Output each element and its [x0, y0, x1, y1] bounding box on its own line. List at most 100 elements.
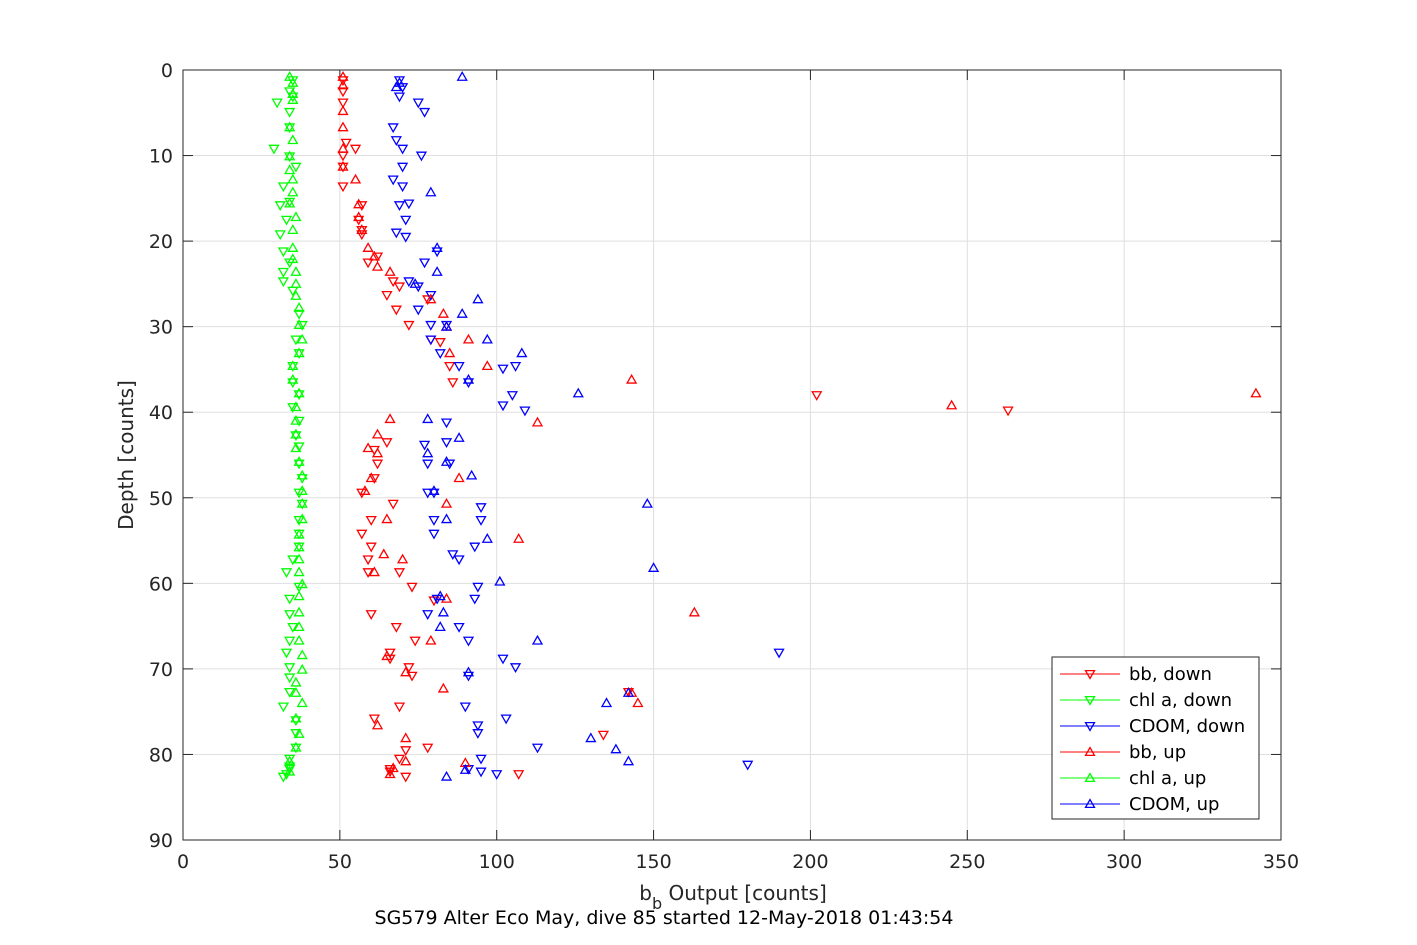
y-tick-label: 70: [149, 659, 173, 681]
data-point-chl-a-down: [290, 716, 302, 727]
data-point-bb-down: [390, 305, 402, 316]
data-point-cdom-down: [422, 610, 434, 620]
x-tick-label: 350: [1263, 851, 1299, 873]
data-point-cdom-up: [437, 606, 450, 617]
data-point-chl-a-up: [284, 755, 296, 766]
legend-entry-chl-a-up: chl a, up: [1060, 768, 1206, 789]
y-tick-label: 40: [149, 402, 173, 424]
data-point-chl-a-up: [284, 71, 296, 81]
series-chl-a-up: [284, 71, 308, 776]
data-point-chl-a-down: [284, 673, 296, 684]
data-point-chl-a-up: [287, 77, 299, 87]
data-point-bb-down: [371, 459, 384, 470]
data-point-cdom-down: [475, 767, 487, 778]
y-tick-label: 60: [149, 573, 173, 595]
data-point-cdom-down: [390, 228, 402, 239]
data-point-chl-a-up: [287, 253, 299, 264]
data-point-cdom-down: [497, 401, 509, 412]
data-point-cdom-up: [462, 666, 475, 677]
data-point-bb-down: [393, 568, 406, 579]
data-point-cdom-up: [610, 743, 622, 754]
x-axis-label: bb Output [counts]: [639, 881, 827, 913]
data-point-chl-a-down: [268, 144, 280, 155]
data-point-chl-a-down: [274, 230, 286, 241]
data-point-chl-a-up: [296, 697, 308, 708]
data-point-chl-a-down: [277, 267, 290, 278]
data-point-cdom-up: [572, 387, 584, 398]
data-point-cdom-up: [428, 485, 440, 495]
data-point-bb-up: [1250, 387, 1262, 398]
data-point-chl-a-up: [290, 266, 302, 276]
data-point-chl-a-down: [277, 277, 290, 288]
data-point-chl-a-down: [290, 431, 302, 442]
data-point-cdom-down: [428, 488, 440, 499]
data-point-bb-down: [393, 754, 406, 765]
data-point-cdom-up: [390, 81, 402, 92]
data-point-bb-down: [356, 201, 368, 211]
data-point-bb-down: [403, 663, 415, 673]
x-tick-label: 150: [635, 851, 671, 873]
data-point-chl-a-up: [290, 442, 302, 453]
data-point-cdom-down: [453, 622, 465, 633]
data-point-cdom-down: [428, 515, 440, 526]
data-point-cdom-up: [422, 413, 434, 424]
legend-entry-cdom-up: CDOM, up: [1060, 794, 1219, 815]
data-point-chl-a-up: [293, 319, 305, 329]
data-point-chl-a-up: [293, 728, 305, 738]
data-point-chl-a-up: [284, 121, 296, 132]
data-point-bb-down: [368, 474, 380, 484]
axis-ticks: 0 50 100 150 200 250 300 350 0 10 20 30 40 50 60 70 80 90: [149, 60, 1299, 873]
data-point-chl-a-up: [293, 606, 305, 617]
data-point-cdom-down: [491, 770, 503, 780]
data-point-chl-a-up: [287, 224, 299, 235]
data-point-chl-a-down: [293, 459, 305, 470]
data-point-cdom-down: [418, 440, 431, 451]
data-point-bb-up: [365, 472, 377, 483]
data-point-bb-down: [365, 515, 377, 526]
data-point-chl-a-up: [290, 676, 302, 687]
data-point-bb-down: [400, 746, 412, 756]
data-point-bb-down: [365, 542, 377, 553]
data-point-bb-down: [387, 499, 399, 510]
data-point-chl-a-up: [296, 649, 308, 660]
data-point-cdom-down: [472, 582, 484, 593]
legend-entry-cdom-down: CDOM, down: [1060, 716, 1245, 737]
data-point-bb-up: [337, 142, 349, 153]
data-point-cdom-down: [400, 232, 412, 243]
legend-box: [1051, 656, 1260, 820]
data-point-chl-a-down: [287, 555, 299, 566]
data-point-cdom-down: [453, 361, 465, 372]
data-point-cdom-down: [403, 277, 415, 288]
data-point-cdom-up: [440, 513, 453, 524]
data-point-chl-a-down: [277, 702, 290, 713]
x-axis-label-main: b: [639, 881, 652, 905]
data-point-chl-a-up: [293, 566, 305, 577]
data-point-chl-a-down: [284, 764, 296, 775]
series-cdom-up: [390, 71, 660, 781]
data-point-bb-up: [437, 308, 450, 318]
data-point-chl-a-down: [293, 442, 305, 453]
data-point-chl-a-up: [293, 634, 305, 645]
data-point-bb-down: [1002, 406, 1014, 417]
data-point-chl-a-up: [287, 360, 299, 371]
data-point-bb-down: [365, 610, 377, 620]
data-point-bb-up: [356, 224, 368, 235]
data-point-chl-a-down: [290, 162, 302, 173]
data-point-cdom-down: [475, 754, 487, 765]
data-point-cdom-up: [481, 333, 493, 344]
data-point-chl-a-down: [284, 663, 296, 673]
data-point-chl-a-down: [284, 594, 296, 605]
y-tick-label: 20: [149, 231, 173, 253]
data-point-cdom-down: [393, 92, 406, 103]
data-point-chl-a-up: [296, 333, 308, 344]
data-point-bb-down: [393, 282, 406, 293]
y-tick-label: 0: [161, 60, 173, 82]
data-markers: [268, 71, 1262, 783]
chart-title: SG579 Alter Eco May, dive 85 started 12-…: [375, 907, 954, 929]
data-point-bb-up: [371, 447, 384, 458]
legend-marker: [1084, 798, 1096, 809]
legend-label: CDOM, up: [1129, 794, 1219, 815]
data-point-chl-a-up: [296, 497, 308, 508]
data-point-cdom-up: [481, 533, 493, 543]
data-point-bb-up: [625, 373, 638, 384]
